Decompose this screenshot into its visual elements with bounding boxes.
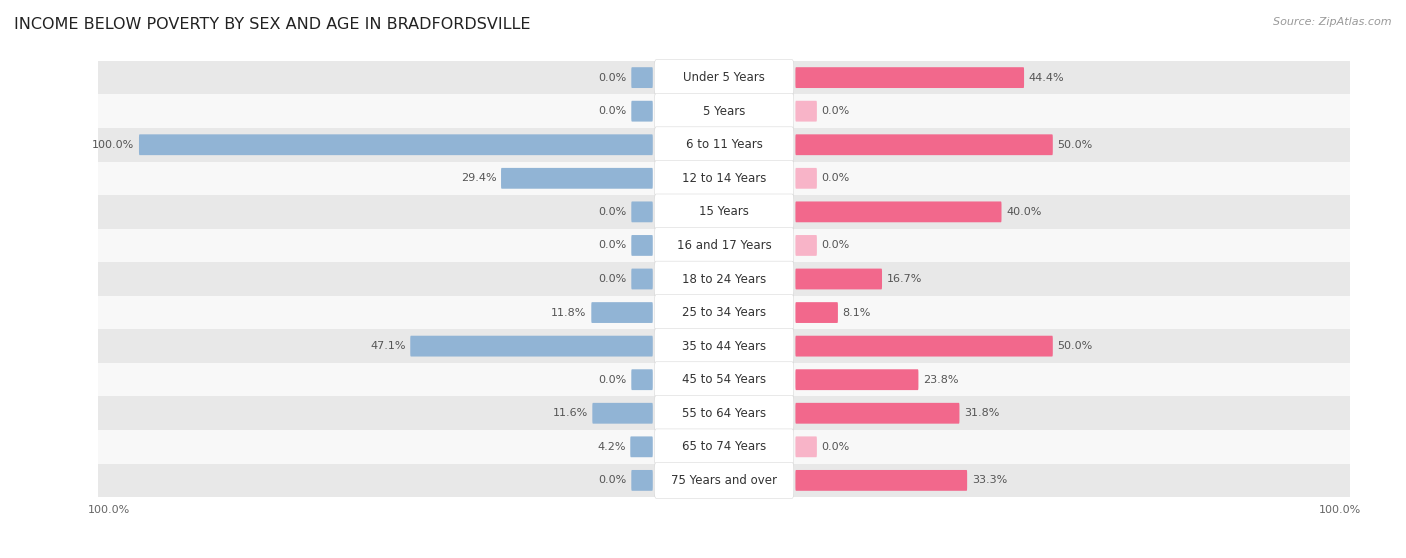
FancyBboxPatch shape xyxy=(592,302,652,323)
Text: 6 to 11 Years: 6 to 11 Years xyxy=(686,138,762,151)
Text: 0.0%: 0.0% xyxy=(599,240,627,251)
Text: 50.0%: 50.0% xyxy=(1057,341,1092,351)
Text: 65 to 74 Years: 65 to 74 Years xyxy=(682,440,766,453)
FancyBboxPatch shape xyxy=(796,67,1024,88)
Text: Under 5 Years: Under 5 Years xyxy=(683,71,765,84)
FancyBboxPatch shape xyxy=(796,302,838,323)
FancyBboxPatch shape xyxy=(796,268,882,290)
Bar xyxy=(98,229,1350,262)
Text: 11.8%: 11.8% xyxy=(551,307,586,318)
FancyBboxPatch shape xyxy=(796,168,817,189)
FancyBboxPatch shape xyxy=(654,328,794,364)
Text: 12 to 14 Years: 12 to 14 Years xyxy=(682,172,766,185)
FancyBboxPatch shape xyxy=(796,101,817,122)
FancyBboxPatch shape xyxy=(654,161,794,196)
FancyBboxPatch shape xyxy=(631,201,652,222)
Text: 25 to 34 Years: 25 to 34 Years xyxy=(682,306,766,319)
FancyBboxPatch shape xyxy=(631,369,652,390)
FancyBboxPatch shape xyxy=(631,67,652,88)
Bar xyxy=(98,61,1350,94)
Text: INCOME BELOW POVERTY BY SEX AND AGE IN BRADFORDSVILLE: INCOME BELOW POVERTY BY SEX AND AGE IN B… xyxy=(14,17,530,32)
Text: 45 to 54 Years: 45 to 54 Years xyxy=(682,373,766,386)
Bar xyxy=(98,464,1350,497)
Text: 35 to 44 Years: 35 to 44 Years xyxy=(682,340,766,353)
Text: 0.0%: 0.0% xyxy=(599,106,627,116)
Text: 0.0%: 0.0% xyxy=(599,207,627,217)
FancyBboxPatch shape xyxy=(654,261,794,297)
Text: 100.0%: 100.0% xyxy=(91,140,135,150)
FancyBboxPatch shape xyxy=(796,369,918,390)
Text: 0.0%: 0.0% xyxy=(599,374,627,384)
Bar xyxy=(98,94,1350,128)
FancyBboxPatch shape xyxy=(796,134,1053,155)
Bar xyxy=(98,262,1350,296)
FancyBboxPatch shape xyxy=(654,463,794,498)
FancyBboxPatch shape xyxy=(139,134,652,155)
Text: 50.0%: 50.0% xyxy=(1057,140,1092,150)
FancyBboxPatch shape xyxy=(796,336,1053,357)
Text: 11.6%: 11.6% xyxy=(553,408,588,418)
Legend: Male, Female: Male, Female xyxy=(654,554,794,558)
FancyBboxPatch shape xyxy=(631,235,652,256)
Bar xyxy=(98,430,1350,464)
FancyBboxPatch shape xyxy=(631,268,652,290)
Bar xyxy=(98,329,1350,363)
FancyBboxPatch shape xyxy=(654,194,794,230)
FancyBboxPatch shape xyxy=(796,470,967,491)
Text: 0.0%: 0.0% xyxy=(821,442,849,452)
Bar xyxy=(98,397,1350,430)
Text: 23.8%: 23.8% xyxy=(924,374,959,384)
Text: 8.1%: 8.1% xyxy=(842,307,870,318)
Text: 16.7%: 16.7% xyxy=(887,274,922,284)
Text: 0.0%: 0.0% xyxy=(821,240,849,251)
Bar xyxy=(98,161,1350,195)
Bar xyxy=(98,363,1350,397)
FancyBboxPatch shape xyxy=(654,228,794,263)
FancyBboxPatch shape xyxy=(630,436,652,457)
FancyBboxPatch shape xyxy=(654,362,794,397)
Text: 55 to 64 Years: 55 to 64 Years xyxy=(682,407,766,420)
Bar xyxy=(98,195,1350,229)
FancyBboxPatch shape xyxy=(796,235,817,256)
FancyBboxPatch shape xyxy=(631,470,652,491)
Text: 47.1%: 47.1% xyxy=(370,341,405,351)
FancyBboxPatch shape xyxy=(796,201,1001,222)
Text: 4.2%: 4.2% xyxy=(598,442,626,452)
Text: 16 and 17 Years: 16 and 17 Years xyxy=(676,239,772,252)
Text: 29.4%: 29.4% xyxy=(461,174,496,184)
FancyBboxPatch shape xyxy=(411,336,652,357)
FancyBboxPatch shape xyxy=(654,429,794,465)
Text: 15 Years: 15 Years xyxy=(699,205,749,218)
Text: 5 Years: 5 Years xyxy=(703,105,745,118)
Text: 0.0%: 0.0% xyxy=(599,274,627,284)
FancyBboxPatch shape xyxy=(796,436,817,457)
FancyBboxPatch shape xyxy=(796,403,959,424)
Text: 0.0%: 0.0% xyxy=(599,475,627,485)
FancyBboxPatch shape xyxy=(592,403,652,424)
Text: 75 Years and over: 75 Years and over xyxy=(671,474,778,487)
Text: 18 to 24 Years: 18 to 24 Years xyxy=(682,272,766,286)
Text: 0.0%: 0.0% xyxy=(821,106,849,116)
Text: 31.8%: 31.8% xyxy=(965,408,1000,418)
Text: 44.4%: 44.4% xyxy=(1029,73,1064,83)
Text: 33.3%: 33.3% xyxy=(972,475,1007,485)
Text: 0.0%: 0.0% xyxy=(599,73,627,83)
FancyBboxPatch shape xyxy=(654,127,794,162)
Text: Source: ZipAtlas.com: Source: ZipAtlas.com xyxy=(1274,17,1392,27)
Text: 40.0%: 40.0% xyxy=(1007,207,1042,217)
FancyBboxPatch shape xyxy=(501,168,652,189)
FancyBboxPatch shape xyxy=(631,101,652,122)
FancyBboxPatch shape xyxy=(654,93,794,129)
FancyBboxPatch shape xyxy=(654,60,794,95)
Text: 0.0%: 0.0% xyxy=(821,174,849,184)
Bar xyxy=(98,128,1350,161)
FancyBboxPatch shape xyxy=(654,295,794,330)
FancyBboxPatch shape xyxy=(654,396,794,431)
Bar xyxy=(98,296,1350,329)
